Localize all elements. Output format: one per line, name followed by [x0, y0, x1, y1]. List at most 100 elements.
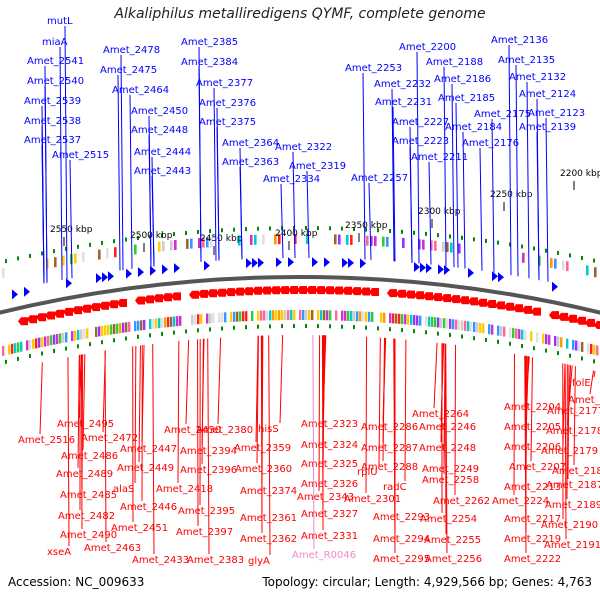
tick-label: 2200 kbp: [560, 169, 600, 179]
gene-label-reverse: Amet_2323: [301, 419, 358, 430]
cog-feature: [350, 311, 353, 321]
cog-feature: [326, 310, 329, 321]
gene-label-forward: Amet_2364: [222, 138, 279, 149]
label-leader-line: [41, 144, 45, 284]
gene-label-reverse: Amet_2327: [301, 509, 358, 520]
cog-feature: [419, 315, 422, 326]
tick-dash: [581, 256, 583, 260]
gene-label-reverse: Amet_2489: [56, 469, 113, 480]
cog-feature: [29, 339, 32, 350]
tick-dash: [293, 324, 295, 328]
cog-feature: [359, 311, 362, 322]
cog-feature: [170, 316, 173, 327]
tick-dash: [509, 341, 511, 346]
cog-feature: [382, 236, 385, 247]
gene-label-reverse: Amet_2325: [301, 459, 358, 470]
label-leader-line: [404, 339, 407, 482]
gene-label-reverse: glyA: [248, 556, 270, 567]
cog-feature: [239, 311, 242, 322]
cog-feature: [334, 234, 337, 245]
cog-feature: [176, 316, 179, 327]
cog-feature: [236, 311, 239, 322]
label-leader-line: [306, 170, 310, 259]
gene-label-reverse: Amet_2189: [545, 500, 600, 511]
cog-feature: [566, 261, 569, 272]
cog-feature: [86, 328, 89, 339]
cog-feature: [402, 238, 405, 248]
gene-label-reverse: Amet_2254: [420, 514, 477, 525]
cog-feature: [74, 253, 77, 264]
reverse-gene-arrow: [216, 288, 226, 297]
cog-feature: [311, 310, 314, 320]
label-leader-line: [120, 54, 124, 271]
tick-dash: [53, 349, 55, 353]
tick-dash: [317, 226, 319, 231]
cog-feature: [518, 329, 521, 340]
reverse-gene-arrow: [324, 286, 334, 295]
tick-dash: [269, 324, 271, 329]
label-leader-line: [573, 366, 576, 466]
tick-dash: [65, 346, 67, 351]
cog-feature: [562, 260, 565, 271]
cog-feature: [581, 341, 584, 352]
gene-label-reverse: Amet_2395: [178, 506, 235, 517]
gene-label-reverse: Amet_2264: [412, 409, 469, 420]
cog-feature: [479, 322, 482, 333]
label-leader-line: [589, 370, 595, 395]
cog-feature: [210, 237, 213, 248]
cog-feature: [497, 325, 500, 336]
reverse-gene-arrow: [297, 286, 307, 294]
reverse-gene-arrow: [99, 301, 109, 310]
reverse-gene-arrow: [63, 307, 73, 316]
tick-dash: [269, 226, 271, 231]
label-leader-line: [593, 370, 596, 378]
reverse-gene-arrow: [585, 318, 595, 327]
gene-label-reverse: rplU: [357, 467, 378, 478]
tick-dash: [173, 330, 175, 335]
cog-feature: [374, 236, 377, 247]
cog-feature: [74, 330, 77, 341]
label-leader-line: [207, 338, 210, 555]
gene-label-forward: Amet_2186: [434, 74, 491, 85]
label-leader-line: [292, 151, 296, 259]
gene-label-reverse: Amet_2397: [176, 527, 233, 538]
feature-ring: [0, 226, 600, 364]
cog-feature: [305, 310, 308, 320]
label-leader-line: [280, 183, 284, 259]
reverse-gene-arrow: [252, 286, 262, 295]
tick-dash: [245, 325, 247, 330]
cog-feature: [294, 234, 297, 244]
cog-feature: [416, 315, 419, 326]
cog-feature: [338, 234, 341, 245]
label-leader-line: [391, 88, 395, 262]
reverse-gene-arrow: [27, 315, 37, 324]
gene-label-forward: Amet_2377: [196, 78, 253, 89]
tick-dash: [233, 227, 235, 232]
tick-dash: [5, 259, 7, 264]
cog-feature: [458, 243, 461, 254]
reverse-gene-arrow: [189, 290, 199, 299]
cog-feature: [260, 310, 263, 321]
tick-label: 2400 kbp: [275, 229, 318, 239]
cog-feature: [98, 249, 101, 260]
cog-feature: [218, 312, 221, 323]
label-leader-line: [428, 161, 432, 265]
gene-label-forward: Amet_2176: [462, 138, 519, 149]
gene-label-forward: Amet_2124: [519, 89, 576, 100]
cog-feature: [290, 310, 293, 320]
cog-feature: [284, 310, 287, 321]
cog-feature: [410, 314, 413, 325]
gene-label-reverse: Amet_2249: [422, 464, 479, 475]
label-leader-line: [80, 354, 83, 530]
label-leader-line: [312, 335, 315, 550]
reverse-gene-arrow: [495, 301, 505, 310]
cog-feature: [200, 314, 203, 324]
gene-label-reverse: Amet_2301: [344, 494, 401, 505]
gene-label-reverse: Amet_2286: [361, 422, 418, 433]
tick-dash: [89, 242, 91, 247]
cog-feature: [263, 310, 266, 321]
gene-label-forward: Amet_2253: [345, 63, 402, 74]
cog-feature: [161, 317, 164, 328]
cog-feature: [119, 323, 122, 334]
cog-feature: [443, 318, 446, 329]
